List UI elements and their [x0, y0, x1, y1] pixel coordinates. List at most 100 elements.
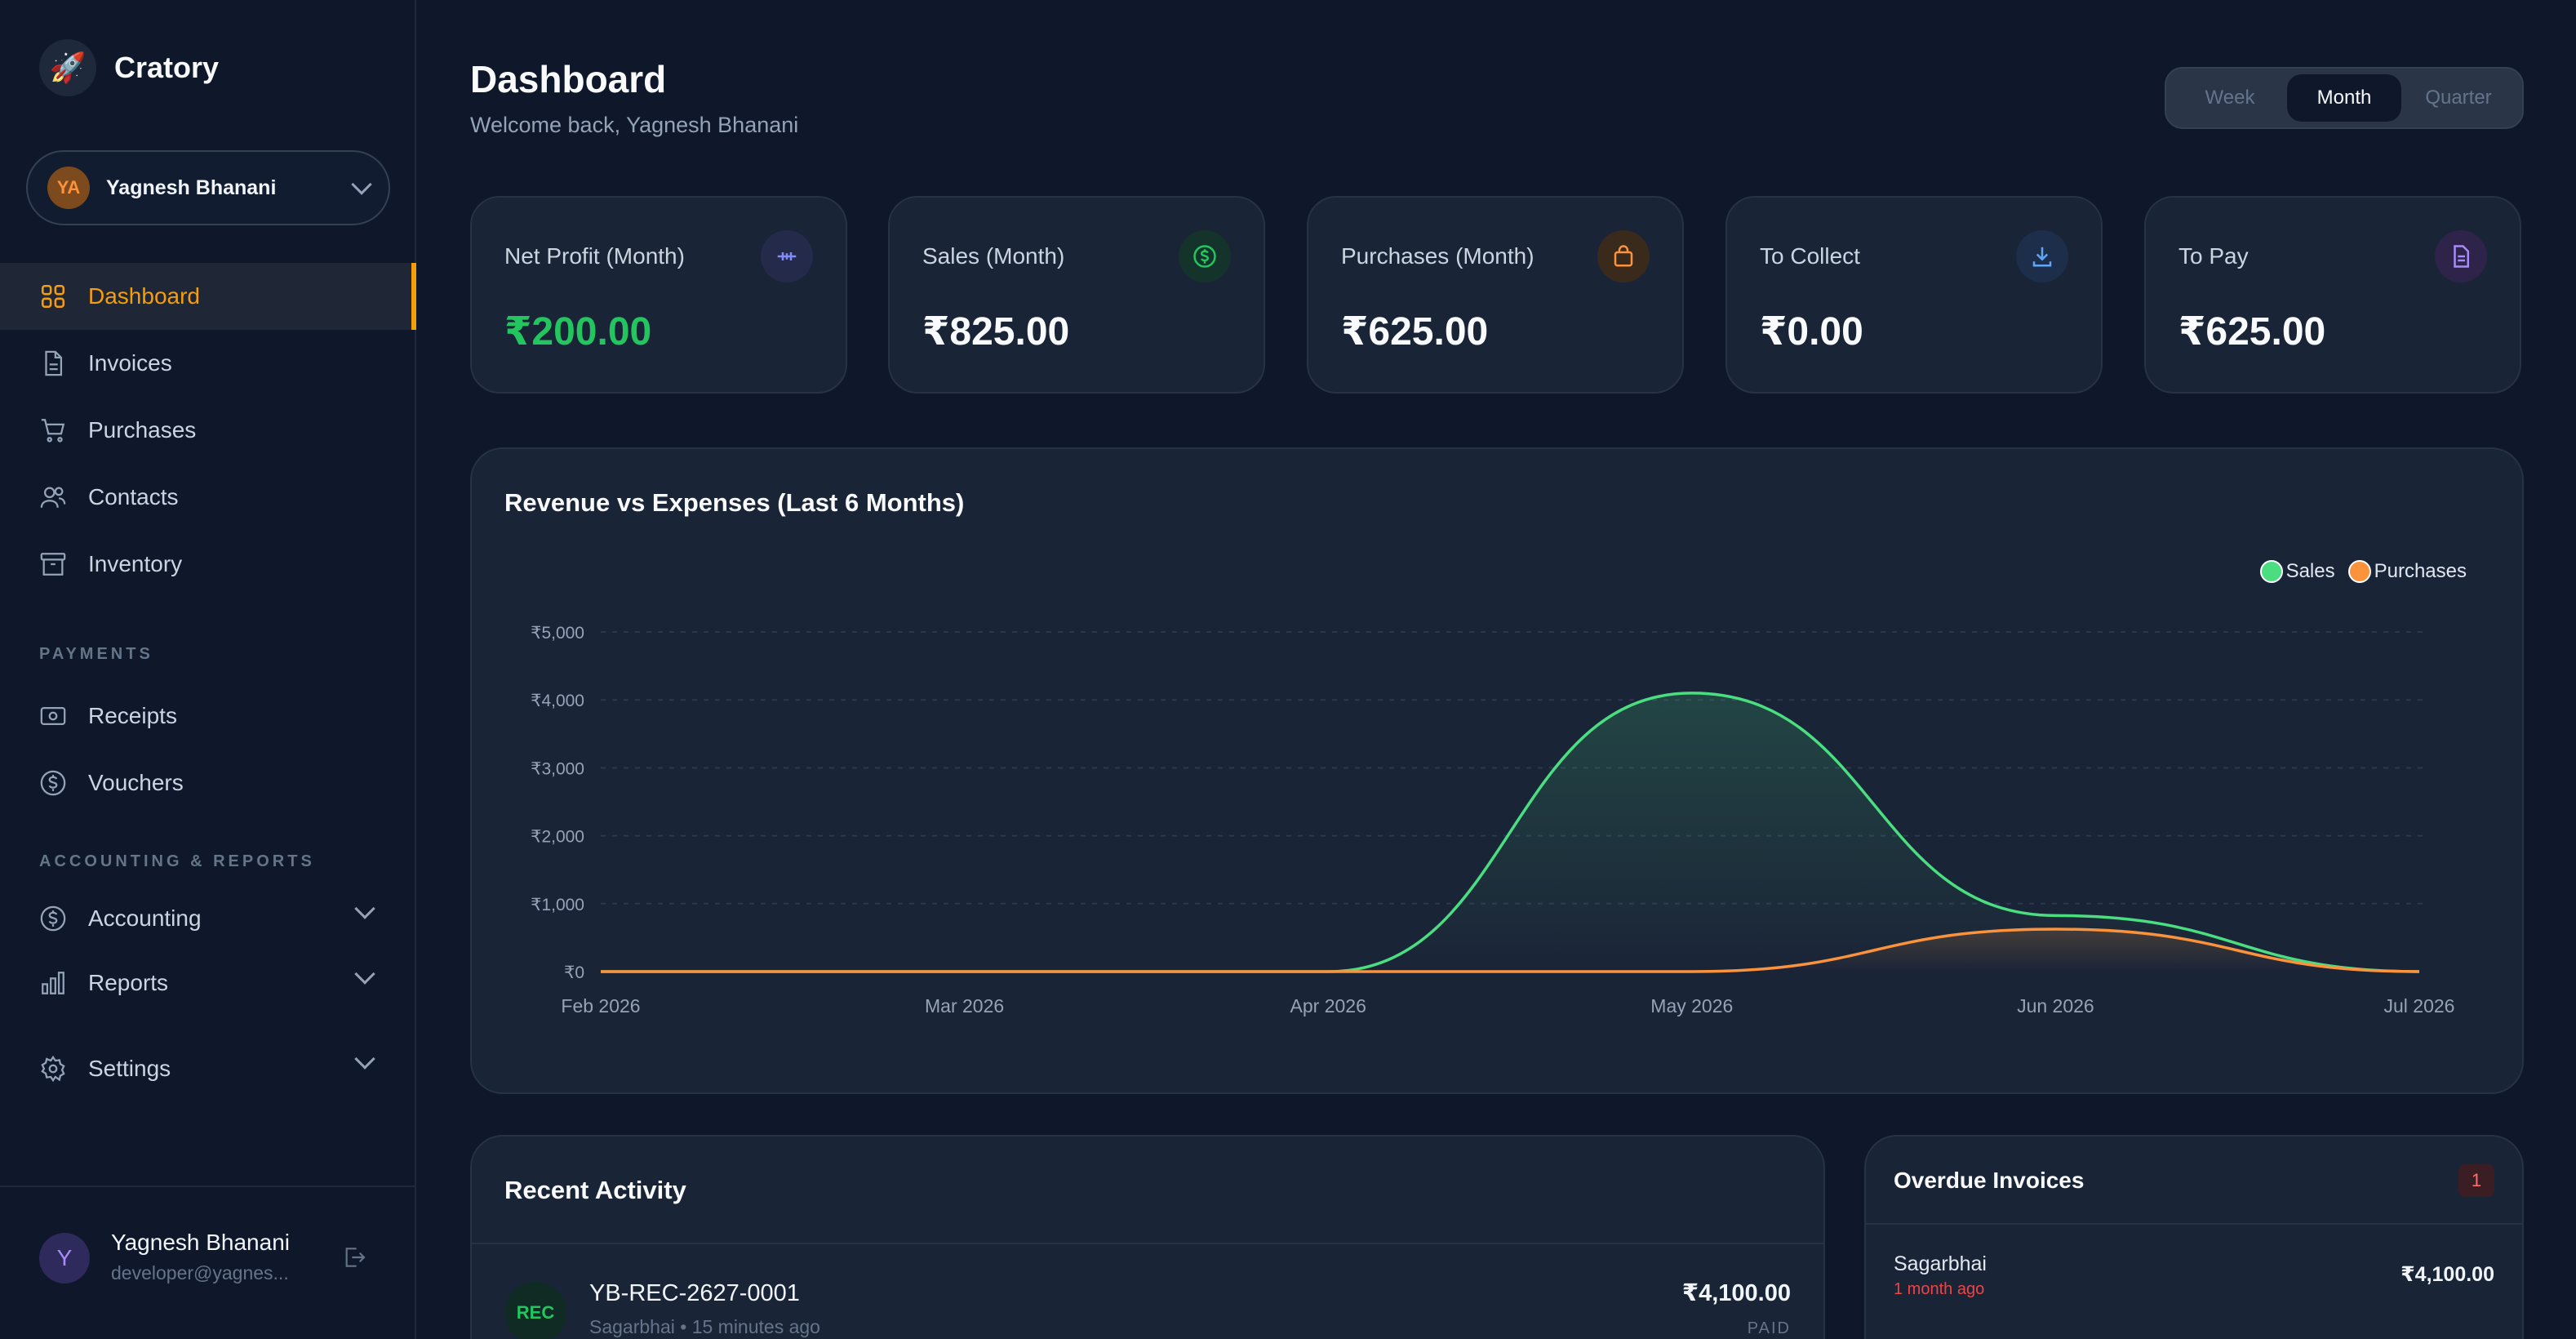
brand[interactable]: 🚀 Cratory [39, 39, 219, 96]
avatar: YA [47, 167, 90, 209]
footer-user-email: developer@yagnes... [111, 1262, 289, 1283]
grid-icon [39, 282, 67, 310]
settings-nav: Settings [0, 1035, 416, 1102]
chevron-down-icon [351, 174, 372, 195]
page-subtitle: Welcome back, Yagnesh Bhanani [470, 113, 799, 137]
legend-dot [2259, 560, 2283, 583]
revenue-chart-card: Revenue vs Expenses (Last 6 Months) Sale… [470, 447, 2524, 1094]
sidebar-item-accounting[interactable]: Accounting [0, 885, 416, 952]
x-tick-label: Feb 2026 [561, 995, 640, 1016]
dollar-circle-icon [1179, 230, 1231, 282]
range-month-button[interactable]: Month [2287, 74, 2401, 122]
section-label-accounting: ACCOUNTING & REPORTS [39, 852, 315, 870]
kpi-card-purchases: Purchases (Month) ₹625.00 [1307, 196, 1684, 394]
sidebar-item-inventory[interactable]: Inventory [0, 531, 416, 598]
kpi-label: To Pay [2178, 243, 2249, 269]
user-switcher[interactable]: YA Yagnesh Bhanani [26, 150, 390, 225]
sidebar-item-purchases[interactable]: Purchases [0, 397, 416, 464]
sidebar-item-settings[interactable]: Settings [0, 1035, 416, 1102]
file-icon [39, 349, 67, 377]
dollar-circle-icon [39, 905, 67, 932]
series-area-purchases [601, 929, 2419, 972]
legend-label: Sales [2285, 560, 2335, 582]
divider [1866, 1223, 2522, 1225]
y-tick-label: ₹3,000 [531, 759, 584, 778]
section-label-payments: PAYMENTS [39, 645, 153, 663]
status-badge: PAID [1747, 1319, 1791, 1337]
sidebar-item-reports[interactable]: Reports [0, 952, 416, 1014]
sidebar-item-label: Contacts [88, 484, 179, 509]
overdue-amount: ₹4,100.00 [2401, 1263, 2494, 1286]
scale-icon [761, 230, 813, 282]
overdue-age: 1 month ago [1894, 1280, 1985, 1298]
bar-chart-icon [39, 969, 67, 997]
y-tick-label: ₹4,000 [531, 692, 584, 710]
sidebar-item-invoices[interactable]: Invoices [0, 330, 416, 397]
download-icon [2016, 230, 2068, 282]
overdue-count-badge: 1 [2458, 1164, 2494, 1197]
kpi-value: ₹625.00 [1341, 310, 1489, 354]
legend-purchases[interactable]: Purchases [2347, 560, 2467, 583]
sidebar-item-label: Dashboard [88, 283, 200, 309]
y-tick-label: ₹2,000 [531, 828, 584, 847]
payments-nav: Receipts Vouchers [0, 683, 416, 816]
sidebar-item-label: Settings [88, 1056, 171, 1081]
brand-name: Cratory [114, 51, 220, 84]
main-nav: Dashboard Invoices Purchases Contacts In… [0, 263, 416, 598]
range-quarter-button[interactable]: Quarter [2425, 87, 2492, 109]
divider [472, 1243, 1823, 1244]
sidebar-item-label: Receipts [88, 703, 177, 728]
user-switcher-name: Yagnesh Bhanani [106, 176, 277, 199]
users-icon [39, 483, 67, 511]
sidebar-item-receipts[interactable]: Receipts [0, 683, 416, 750]
document-icon [2435, 230, 2487, 282]
sidebar-item-label: Vouchers [88, 770, 184, 795]
overdue-title: Overdue Invoices [1894, 1168, 2085, 1193]
recent-activity-card: Recent Activity REC YB-REC-2627-0001 Sag… [470, 1135, 1825, 1339]
activity-type-badge: REC [504, 1282, 566, 1339]
kpi-label: Net Profit (Month) [504, 243, 685, 269]
logout-icon[interactable] [341, 1244, 367, 1270]
x-tick-label: Jul 2026 [2384, 995, 2455, 1016]
cart-icon [39, 416, 67, 444]
avatar: Y [39, 1233, 90, 1283]
kpi-label: Sales (Month) [922, 243, 1065, 269]
sidebar-item-label: Reports [88, 970, 169, 995]
kpi-card-sales: Sales (Month) ₹825.00 [888, 196, 1265, 394]
sidebar-item-label: Inventory [88, 551, 183, 576]
activity-id[interactable]: YB-REC-2627-0001 [589, 1280, 800, 1306]
sidebar-item-label: Accounting [88, 905, 202, 931]
chevron-down-icon [354, 898, 375, 919]
legend-sales[interactable]: Sales [2259, 560, 2335, 583]
kpi-value: ₹825.00 [922, 310, 1070, 354]
banknote-icon [39, 702, 67, 730]
range-week-button[interactable]: Week [2205, 87, 2255, 109]
kpi-label: To Collect [1760, 243, 1860, 269]
rocket-icon: 🚀 [39, 39, 96, 96]
page-title: Dashboard [470, 58, 667, 100]
y-tick-label: ₹5,000 [531, 624, 584, 643]
series-line-purchases[interactable] [600, 928, 2420, 973]
accounting-nav: Accounting Reports [0, 885, 416, 1014]
sidebar-item-label: Purchases [88, 417, 197, 443]
gear-icon [39, 1055, 67, 1083]
sidebar-item-contacts[interactable]: Contacts [0, 464, 416, 531]
legend-dot [2347, 560, 2371, 583]
kpi-value: ₹0.00 [1760, 310, 1863, 354]
kpi-card-to-collect: To Collect ₹0.00 [1725, 196, 2103, 394]
overdue-customer[interactable]: Sagarbhai [1894, 1252, 1987, 1275]
overdue-invoices-card: Overdue Invoices 1 Sagarbhai 1 month ago… [1864, 1135, 2524, 1339]
sidebar-footer: Y Yagnesh Bhanani developer@yagnes... [0, 1186, 416, 1339]
kpi-card-to-pay: To Pay ₹625.00 [2144, 196, 2521, 394]
kpi-value: ₹200.00 [504, 310, 652, 354]
x-tick-label: Apr 2026 [1290, 995, 1366, 1016]
dollar-circle-icon [39, 769, 67, 797]
y-tick-label: ₹0 [564, 963, 584, 982]
bag-icon [1597, 230, 1650, 282]
x-tick-label: May 2026 [1650, 995, 1733, 1016]
kpi-label: Purchases (Month) [1341, 243, 1534, 269]
sidebar-item-vouchers[interactable]: Vouchers [0, 750, 416, 816]
sidebar-item-dashboard[interactable]: Dashboard [0, 263, 416, 330]
archive-icon [39, 550, 67, 578]
footer-user-name: Yagnesh Bhanani [111, 1230, 290, 1255]
